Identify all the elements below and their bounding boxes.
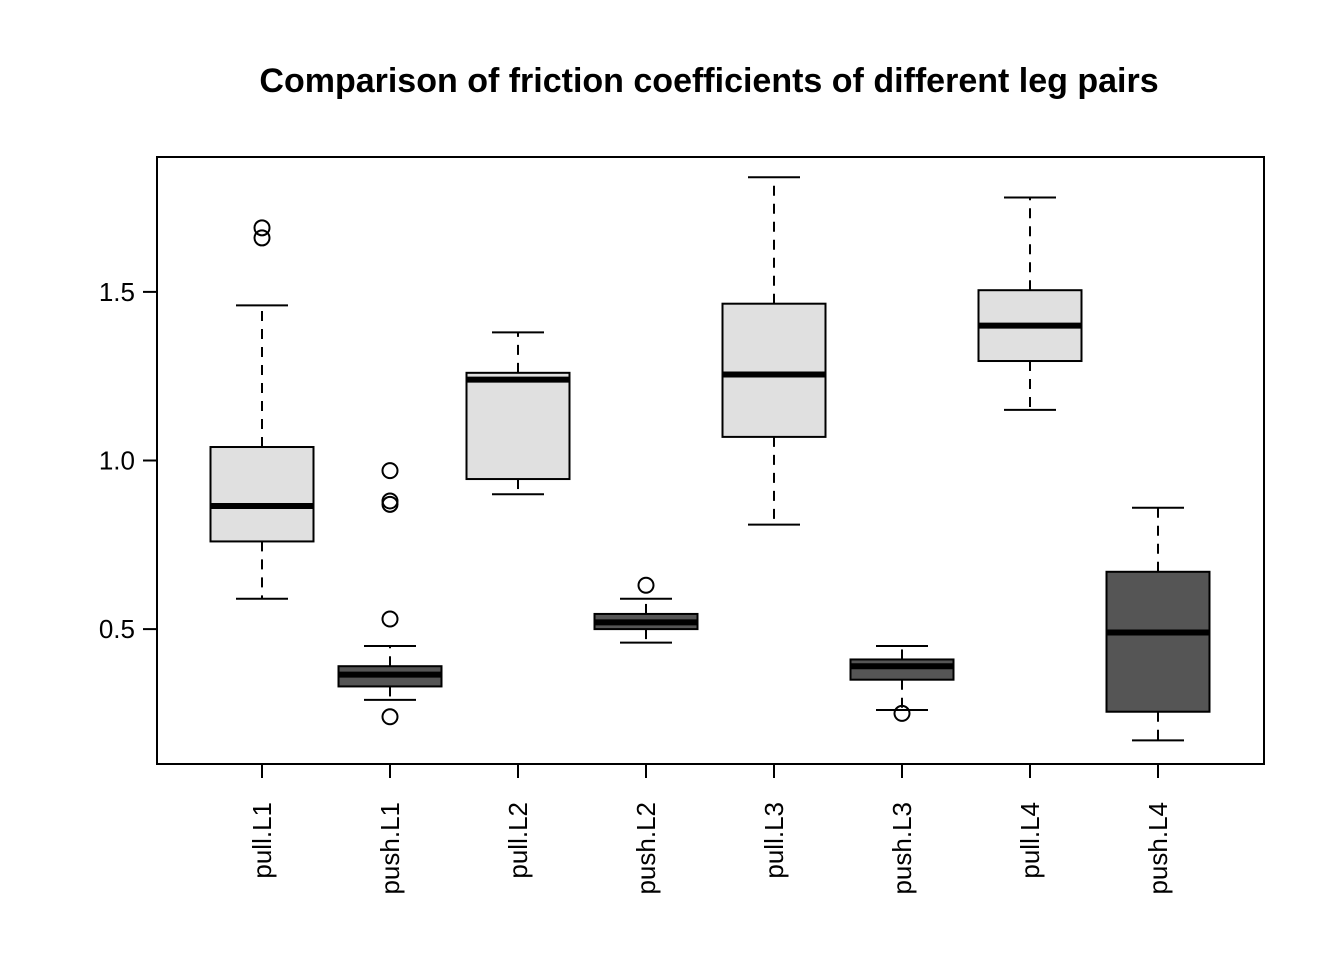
box-body (849, 658, 955, 681)
box-body (209, 446, 315, 543)
boxes (209, 176, 1211, 742)
box-push-l1 (337, 462, 443, 726)
chart-title: Comparison of friction coefficients of d… (259, 62, 1158, 100)
x-axis: pull.L1 push.L1 pull.L2 push.L2 pull.L3 push.… (247, 764, 1173, 895)
box-push-l2 (593, 576, 699, 644)
box-pull-l1 (209, 219, 315, 600)
y-tick-label: 0.5 (99, 614, 135, 644)
outlier-point (253, 229, 271, 247)
box-push-l3 (849, 644, 955, 722)
x-tick-label: pull.L1 (247, 802, 277, 879)
box-push-l4 (1105, 506, 1211, 742)
outlier-point (381, 492, 399, 510)
box-body (1105, 570, 1211, 713)
box-pull-l3 (721, 176, 827, 526)
plot-frame (156, 156, 1265, 765)
y-tick-label: 1.0 (99, 446, 135, 476)
x-tick-label: pull.L2 (503, 802, 533, 879)
outlier-point (253, 219, 271, 237)
y-axis: 0.5 1.0 1.5 (99, 277, 157, 644)
outlier-point (893, 704, 911, 722)
x-tick-label: pull.L3 (759, 802, 789, 879)
x-tick-label: pull.L4 (1015, 802, 1045, 879)
x-tick-label: push.L4 (1143, 802, 1173, 895)
outlier-point (381, 708, 399, 726)
outlier-point (381, 610, 399, 628)
box-body (721, 302, 827, 438)
outlier-point (381, 462, 399, 480)
x-tick-label: push.L3 (887, 802, 917, 895)
y-tick-label: 1.5 (99, 277, 135, 307)
x-tick-label: push.L1 (375, 802, 405, 895)
x-tick-label: push.L2 (631, 802, 661, 895)
outlier-point (637, 576, 655, 594)
box-body (465, 371, 571, 481)
box-pull-l4 (977, 196, 1083, 411)
box-pull-l2 (465, 331, 571, 496)
outlier-point (381, 495, 399, 513)
